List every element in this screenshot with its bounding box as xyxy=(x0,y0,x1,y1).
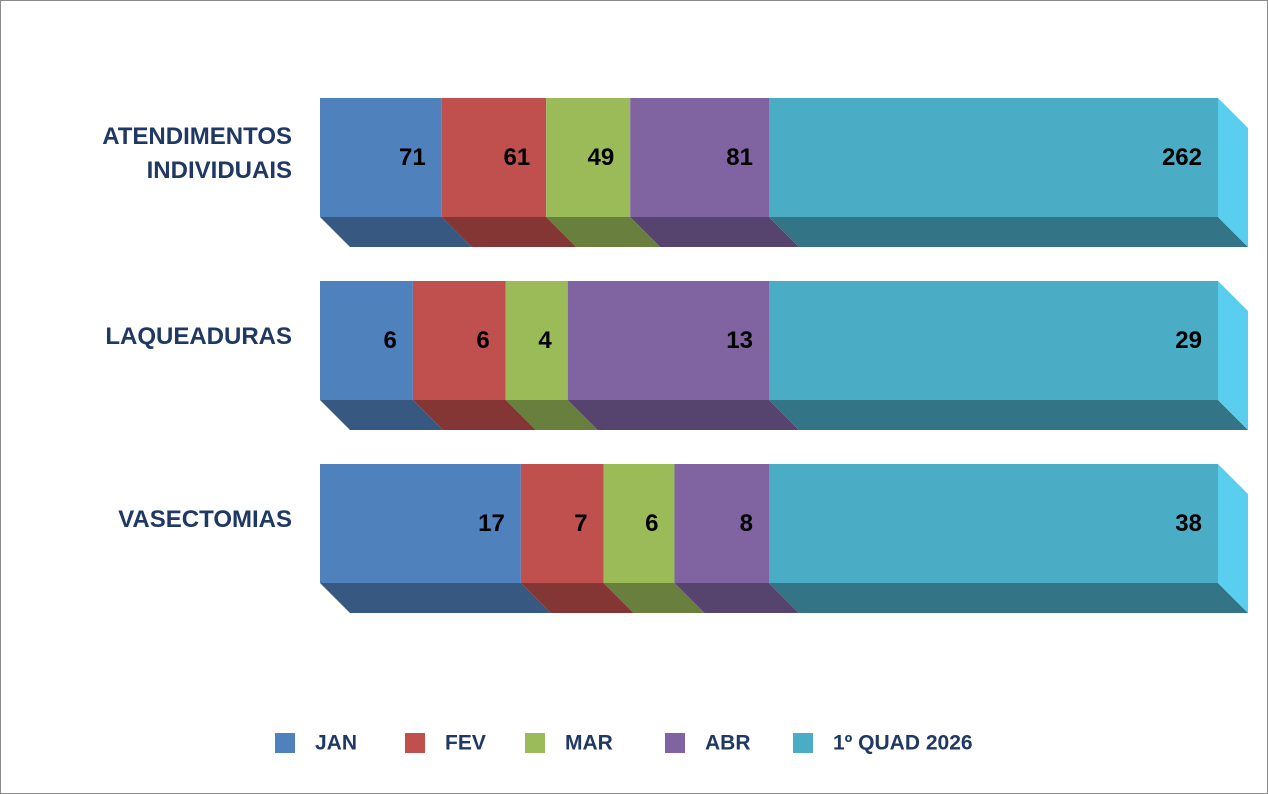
legend-swatch xyxy=(405,733,425,753)
bar xyxy=(769,281,1218,400)
bar xyxy=(320,98,442,217)
bar-end-face xyxy=(1218,98,1248,247)
legend-label: ABR xyxy=(705,732,751,755)
bar-bottom-face xyxy=(603,583,705,613)
bar xyxy=(546,98,631,217)
legend-label: 1º QUAD 2026 xyxy=(833,732,973,755)
data-label: 262 xyxy=(1162,144,1202,171)
legend-label: JAN xyxy=(315,732,357,755)
bar-bottom-face xyxy=(674,583,799,613)
legend-swatch xyxy=(275,733,295,753)
category-label: LAQUEADURAS xyxy=(105,322,292,350)
bar-bottom-face xyxy=(520,583,634,613)
bar xyxy=(412,281,506,400)
bar-end-face xyxy=(1218,281,1248,430)
bar-bottom-face xyxy=(320,583,551,613)
bar-bottom-face xyxy=(320,400,443,430)
data-label: 6 xyxy=(384,327,397,354)
data-label: 6 xyxy=(476,327,489,354)
category-label: ATENDIMENTOS INDIVIDUAIS xyxy=(102,122,292,184)
bar-end-face xyxy=(1218,464,1248,613)
bar xyxy=(769,98,1218,217)
legend-swatch xyxy=(525,733,545,753)
data-label: 8 xyxy=(740,510,753,537)
category-label: VASECTOMIAS xyxy=(118,505,292,533)
bar-bottom-face xyxy=(769,583,1248,613)
data-label: 61 xyxy=(504,144,531,171)
data-label: 13 xyxy=(726,327,753,354)
legend-swatch xyxy=(793,733,813,753)
bar-bottom-face xyxy=(320,217,472,247)
data-label: 17 xyxy=(478,510,505,537)
legend-swatch xyxy=(665,733,685,753)
bar xyxy=(320,464,521,583)
bar-bottom-face xyxy=(630,217,799,247)
bar-bottom-face xyxy=(769,400,1248,430)
bar-bottom-face xyxy=(412,400,536,430)
bar xyxy=(674,464,769,583)
bar-bottom-face xyxy=(567,400,799,430)
data-label: 71 xyxy=(399,144,426,171)
bar-bottom-face xyxy=(769,217,1248,247)
data-label: 4 xyxy=(538,327,552,354)
bar xyxy=(603,464,675,583)
data-label: 49 xyxy=(587,144,614,171)
bar xyxy=(630,98,769,217)
data-label: 29 xyxy=(1175,327,1202,354)
bar-bottom-face xyxy=(546,217,661,247)
bar xyxy=(505,281,568,400)
bar xyxy=(320,281,413,400)
data-label: 81 xyxy=(726,144,753,171)
bar xyxy=(441,98,547,217)
data-label: 7 xyxy=(574,510,587,537)
data-label: 38 xyxy=(1175,510,1202,537)
data-label: 6 xyxy=(645,510,658,537)
legend-label: FEV xyxy=(445,732,486,755)
bar xyxy=(769,464,1218,583)
bar-bottom-face xyxy=(505,400,598,430)
bar xyxy=(520,464,604,583)
legend-label: MAR xyxy=(565,732,613,755)
bar-bottom-face xyxy=(441,217,577,247)
bar xyxy=(567,281,769,400)
